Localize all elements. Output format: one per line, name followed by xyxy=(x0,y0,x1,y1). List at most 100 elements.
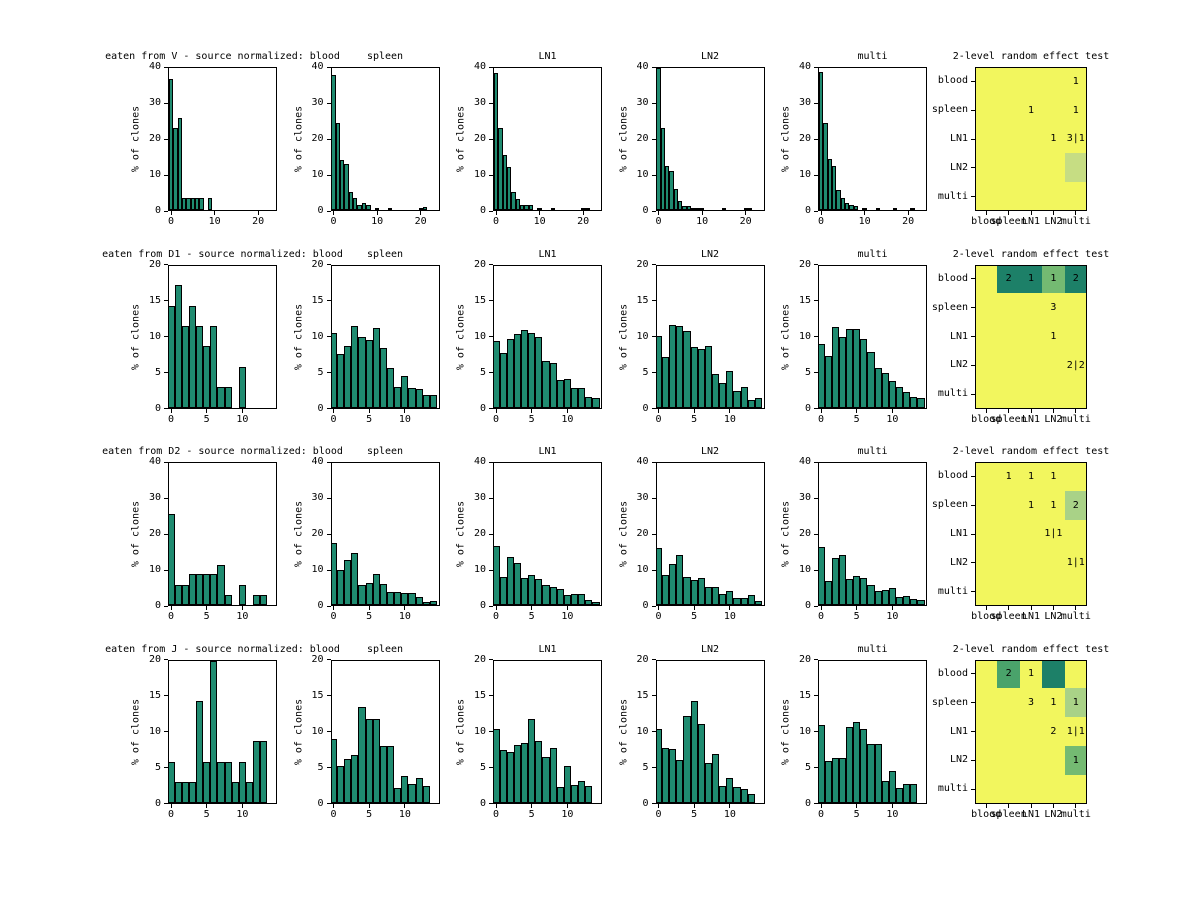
histogram-bar xyxy=(910,396,918,408)
y-axis-label: % of clones xyxy=(455,303,467,370)
y-tick-label: 30 xyxy=(148,492,161,503)
histogram-bar xyxy=(578,593,586,605)
tick-mark xyxy=(368,408,370,413)
tick-mark xyxy=(326,300,331,301)
heatmap-box: 2 1 3 1 1 2 1|1 1 xyxy=(975,659,1087,804)
tick-mark xyxy=(206,606,208,610)
y-tick-label: 10 xyxy=(148,564,161,575)
tick-mark xyxy=(489,803,493,804)
heatmap-cell-value: 1 xyxy=(1050,330,1057,342)
tick-mark xyxy=(566,408,568,413)
axes-box xyxy=(168,659,277,804)
tick-mark xyxy=(164,408,168,409)
heatmap-cell-value: 1 xyxy=(1072,697,1079,709)
histogram-bar xyxy=(337,570,345,605)
tick-mark xyxy=(971,167,975,169)
histogram-bar xyxy=(683,576,691,605)
histogram-bar xyxy=(365,582,373,605)
tick-mark xyxy=(971,196,975,198)
x-tick-label: 10 xyxy=(236,413,249,425)
y-tick-label: 5 xyxy=(804,761,811,773)
histogram-bar xyxy=(733,597,741,605)
histogram-bar xyxy=(344,346,352,408)
heatmap-cell-value: 3 xyxy=(1027,697,1034,709)
y-tick-label: 20 xyxy=(636,133,649,144)
y-axis-label: % of clones xyxy=(455,698,467,765)
heatmap-cell xyxy=(1064,153,1086,183)
x-tick-label: 0 xyxy=(817,808,825,820)
y-axis-label: % of clones xyxy=(293,105,304,173)
histogram-bar xyxy=(331,542,338,605)
histogram-bar xyxy=(910,598,918,605)
tick-mark xyxy=(333,606,334,610)
histogram-bar xyxy=(686,206,692,210)
x-tick-label: 10 xyxy=(398,413,411,425)
tick-mark xyxy=(864,211,866,215)
histogram-bar xyxy=(394,386,402,408)
heatmap-row-label: LN1 xyxy=(949,725,968,737)
tick-mark xyxy=(814,138,818,140)
tick-mark xyxy=(651,533,656,535)
histogram-bar xyxy=(494,340,500,408)
histogram-bar xyxy=(535,741,543,803)
histogram-bar xyxy=(388,208,393,210)
axes-box xyxy=(655,462,765,606)
tick-mark xyxy=(891,408,893,413)
x-tick-label: 0 xyxy=(655,808,662,820)
tick-mark xyxy=(651,174,656,176)
x-tick-label: 5 xyxy=(691,413,698,425)
histogram-bar xyxy=(494,545,500,605)
y-tick-label: 30 xyxy=(473,492,486,503)
heatmap-col-label: spleen xyxy=(990,808,1027,820)
y-tick-label: 0 xyxy=(804,797,811,809)
tick-mark xyxy=(170,211,172,215)
histogram-bar xyxy=(819,343,825,408)
x-tick-label: 0 xyxy=(817,413,825,425)
panel-title: LN2 xyxy=(700,446,720,457)
histogram-bar xyxy=(513,333,521,408)
x-tick-label: 10 xyxy=(561,611,574,622)
histogram-bar xyxy=(824,760,832,803)
y-axis-label-wrap: % of clones xyxy=(288,67,310,211)
histogram-bar xyxy=(190,198,195,210)
tick-mark xyxy=(489,461,493,463)
tick-mark xyxy=(651,408,656,409)
histogram-bar xyxy=(181,325,189,408)
histogram-bar xyxy=(394,591,402,605)
y-axis-label: % of clones xyxy=(455,500,467,568)
histogram-bar xyxy=(556,786,564,803)
histogram-bar xyxy=(401,776,409,803)
heatmap-row-label: multi xyxy=(937,190,968,202)
heatmap-cell-value: 1 xyxy=(1072,104,1079,116)
x-tick-label: 0 xyxy=(330,808,337,820)
histogram-bar xyxy=(520,330,529,408)
tick-mark xyxy=(820,606,822,610)
tick-mark xyxy=(985,211,987,215)
tick-mark xyxy=(489,695,493,696)
tick-mark xyxy=(651,497,656,499)
x-tick-label: 5 xyxy=(203,808,210,820)
histogram-bar xyxy=(853,722,861,803)
histogram-bar xyxy=(231,781,239,803)
histogram-bar xyxy=(358,336,366,408)
histogram-bar xyxy=(712,753,720,803)
tick-mark xyxy=(814,174,818,176)
y-axis-label: % of clones xyxy=(130,105,142,173)
tick-mark xyxy=(651,138,656,140)
tick-mark xyxy=(658,408,659,413)
x-tick-label: 0 xyxy=(492,611,500,622)
histogram-bar xyxy=(656,547,663,605)
heatmap-cell-value: 1 xyxy=(1027,104,1034,116)
heatmap-row-label: blood xyxy=(937,470,968,482)
y-tick-label: 20 xyxy=(473,528,486,539)
y-tick-label: 10 xyxy=(798,725,811,737)
x-tick-label: 0 xyxy=(655,611,662,622)
tick-mark xyxy=(326,659,331,660)
tick-mark xyxy=(814,461,818,463)
histogram-bar xyxy=(740,386,748,408)
histogram-bar xyxy=(535,579,543,605)
histogram-bar xyxy=(549,587,557,605)
tick-mark xyxy=(333,211,334,215)
x-tick-label: 10 xyxy=(561,413,574,425)
y-tick-label: 10 xyxy=(798,169,811,180)
